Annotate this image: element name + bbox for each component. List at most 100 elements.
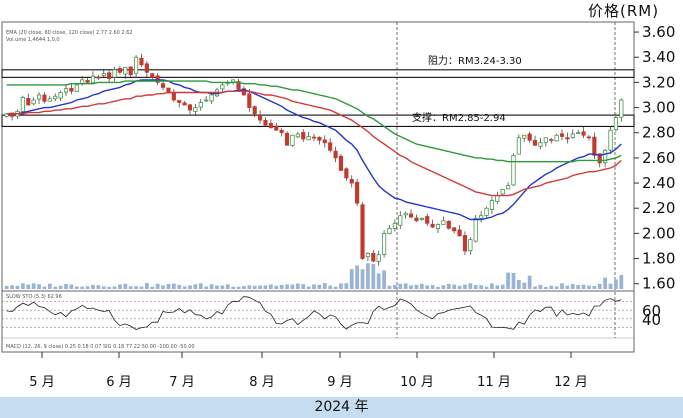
volume-bar <box>419 283 424 289</box>
candle-body <box>134 56 139 74</box>
volume-bar <box>409 285 413 289</box>
candle-body <box>311 136 317 139</box>
candle-body <box>435 224 441 229</box>
candle-body <box>301 132 306 140</box>
volume-bar <box>20 283 25 289</box>
volume-bar <box>166 283 171 289</box>
candle-body <box>317 136 322 141</box>
candle-body <box>425 216 430 224</box>
volume-bar <box>387 285 392 289</box>
volume-bar <box>376 273 381 289</box>
candle-body <box>236 81 241 90</box>
volume-bar <box>274 285 279 289</box>
candle-body <box>333 150 338 159</box>
volume-bar <box>490 283 494 289</box>
candle-body <box>53 95 58 100</box>
candle-body <box>360 204 365 259</box>
x-tick-label: 5 月 <box>29 375 54 390</box>
volume-bar <box>198 283 203 289</box>
volume-bar <box>193 284 198 289</box>
volume-bar <box>4 285 9 289</box>
candle-body <box>295 133 300 138</box>
volume-bar <box>344 283 349 289</box>
volume-bar <box>42 286 47 289</box>
candle-body <box>20 97 25 112</box>
candle-body <box>559 133 565 137</box>
candle-body <box>171 91 176 101</box>
volume-bar <box>355 265 360 289</box>
candle-body <box>484 207 489 216</box>
candle-body <box>371 253 376 262</box>
candle-body <box>382 233 387 255</box>
volume-bar <box>188 285 192 289</box>
volume-bar <box>209 284 214 289</box>
volume-bar <box>587 285 591 289</box>
candle-body <box>457 229 462 237</box>
x-tick-label: 6 月 <box>106 375 131 390</box>
volume-bar <box>479 285 484 289</box>
candle-body <box>408 213 414 218</box>
candle-body <box>96 76 101 79</box>
candle-body <box>263 120 268 126</box>
x-tick-label: 9 月 <box>327 375 352 390</box>
volume-bar <box>171 283 176 289</box>
legend-macd: MACD (12, 26, 9 close) 0.25 0.18 0.07 SI… <box>6 344 195 350</box>
volume-bar <box>231 286 236 289</box>
volume-bar <box>101 286 106 289</box>
ema-line-60 <box>6 90 622 197</box>
candle-body <box>279 129 284 134</box>
volume-bar <box>565 285 570 289</box>
volume-bar <box>597 283 602 289</box>
ema-line-20 <box>6 79 622 221</box>
volume-bar <box>614 279 618 289</box>
candle-body <box>69 87 74 92</box>
candle-body <box>603 149 608 163</box>
x-tick-label: 10 月 <box>400 375 434 390</box>
volume-bar <box>322 283 327 289</box>
candle-body <box>489 200 494 210</box>
volume-bar <box>225 284 230 289</box>
candle-body <box>31 99 36 105</box>
candle-body <box>284 132 290 146</box>
candle-body <box>403 212 408 216</box>
candle-body <box>4 113 9 117</box>
candle-body <box>247 93 252 108</box>
volume-bar <box>290 284 295 289</box>
y-tick-label: 2.60 <box>642 149 675 167</box>
candle-body <box>187 104 193 111</box>
y-tick-label: 1.80 <box>642 250 675 268</box>
candle-body <box>231 79 236 83</box>
candle-body <box>160 83 166 88</box>
y-tick-label: 3.20 <box>642 73 675 91</box>
volume-bar <box>242 286 246 289</box>
volume-bar <box>215 285 219 289</box>
candle-body <box>500 188 505 195</box>
candle-body <box>26 98 31 106</box>
volume-bar <box>252 285 257 289</box>
volume-bar <box>220 285 225 289</box>
candle-body <box>479 215 484 219</box>
volume-bar <box>592 285 597 289</box>
volume-bar <box>69 284 74 289</box>
volume-layer <box>4 263 624 289</box>
support-label: 支撑：RM2.85-2.94 <box>412 111 506 124</box>
volume-bar <box>457 285 462 289</box>
candle-body <box>522 134 527 139</box>
volume-bar <box>107 286 112 289</box>
x-tick-label: 7 月 <box>169 375 194 390</box>
candle-body <box>107 72 112 79</box>
volume-bar <box>549 285 554 289</box>
volume-bar <box>236 286 241 289</box>
candle-body <box>290 134 295 146</box>
candle-body <box>274 125 279 131</box>
y-tick-label: 2.80 <box>642 124 675 142</box>
candle-body <box>90 75 96 84</box>
volume-bar <box>581 284 586 289</box>
osc-line <box>6 296 622 330</box>
candle-body <box>112 69 117 78</box>
volume-bar <box>268 284 273 289</box>
volume-bar <box>150 286 155 289</box>
candle-body <box>144 63 149 73</box>
candle-body <box>398 215 403 226</box>
